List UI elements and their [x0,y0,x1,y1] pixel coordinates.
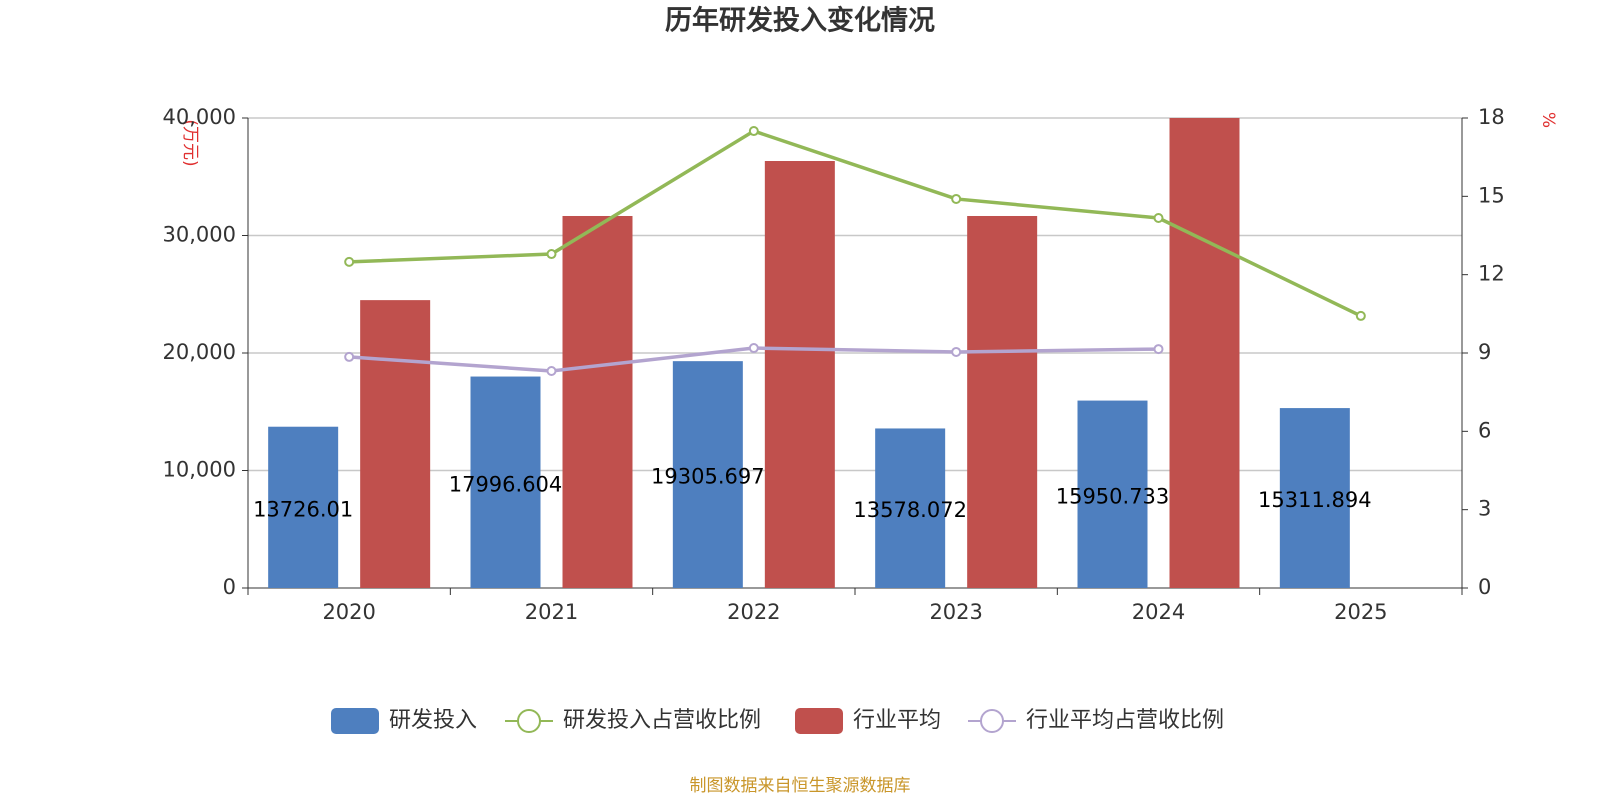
line-point [951,193,962,204]
bar [470,376,541,588]
line-point [748,126,759,137]
legend-label: 研发投入占营收比例 [563,708,761,733]
chart-title: 历年研发投入变化情况 [665,5,935,37]
legend-swatch [980,709,1004,733]
x-tick-label: 2022 [727,600,780,624]
bar [268,426,339,588]
line-point [1355,310,1366,321]
y2-tick-label: 6 [1478,418,1491,442]
line-point [344,256,355,267]
bar [764,161,835,588]
y2-tick-label: 18 [1478,105,1505,129]
y2-tick-label: 9 [1478,340,1491,364]
y-tick-label: 10,000 [163,458,236,482]
line-point [344,351,355,362]
bar [1077,400,1148,588]
line-point [951,346,962,357]
bar [875,428,946,588]
value-label: 13578.072 [853,498,967,522]
value-label: 19305.697 [651,465,765,489]
x-tick-label: 2020 [322,600,375,624]
line-point [546,366,557,377]
bar [967,215,1038,588]
y-tick-label: 20,000 [163,340,236,364]
legend-label: 行业平均占营收比例 [1026,708,1224,733]
legend-swatch [331,708,379,734]
legend-label: 行业平均 [853,708,941,733]
bar [1279,408,1350,588]
value-label: 17996.604 [449,472,563,496]
y2-tick-label: 3 [1478,497,1491,521]
y-tick-label: 0 [223,575,236,599]
value-label: 13726.01 [253,497,353,521]
bar [360,300,431,588]
y-tick-label: 30,000 [163,223,236,247]
legend-swatch [795,708,843,734]
bar [1169,118,1240,588]
source-note: 制图数据来自恒生聚源数据库 [690,776,911,796]
y2-tick-label: 12 [1478,262,1505,286]
y2-tick-label: 15 [1478,183,1505,207]
bar [562,215,633,588]
line-point [1153,213,1164,224]
x-tick-label: 2024 [1132,600,1185,624]
value-label: 15311.894 [1258,488,1372,512]
line [349,129,1362,318]
y2-axis-label: % [1538,112,1558,128]
x-tick-label: 2021 [525,600,578,624]
x-tick-label: 2023 [929,600,982,624]
value-label: 15950.733 [1056,484,1170,508]
x-tick-label: 2025 [1334,600,1387,624]
line-point [546,249,557,260]
y-axis-label: (万元) [180,119,200,166]
y2-tick-label: 0 [1478,575,1491,599]
line-point [748,343,759,354]
line-point [1153,344,1164,355]
bar [672,361,743,588]
legend-swatch [517,709,541,733]
legend-label: 研发投入 [389,708,477,733]
y-tick-label: 40,000 [163,105,236,129]
